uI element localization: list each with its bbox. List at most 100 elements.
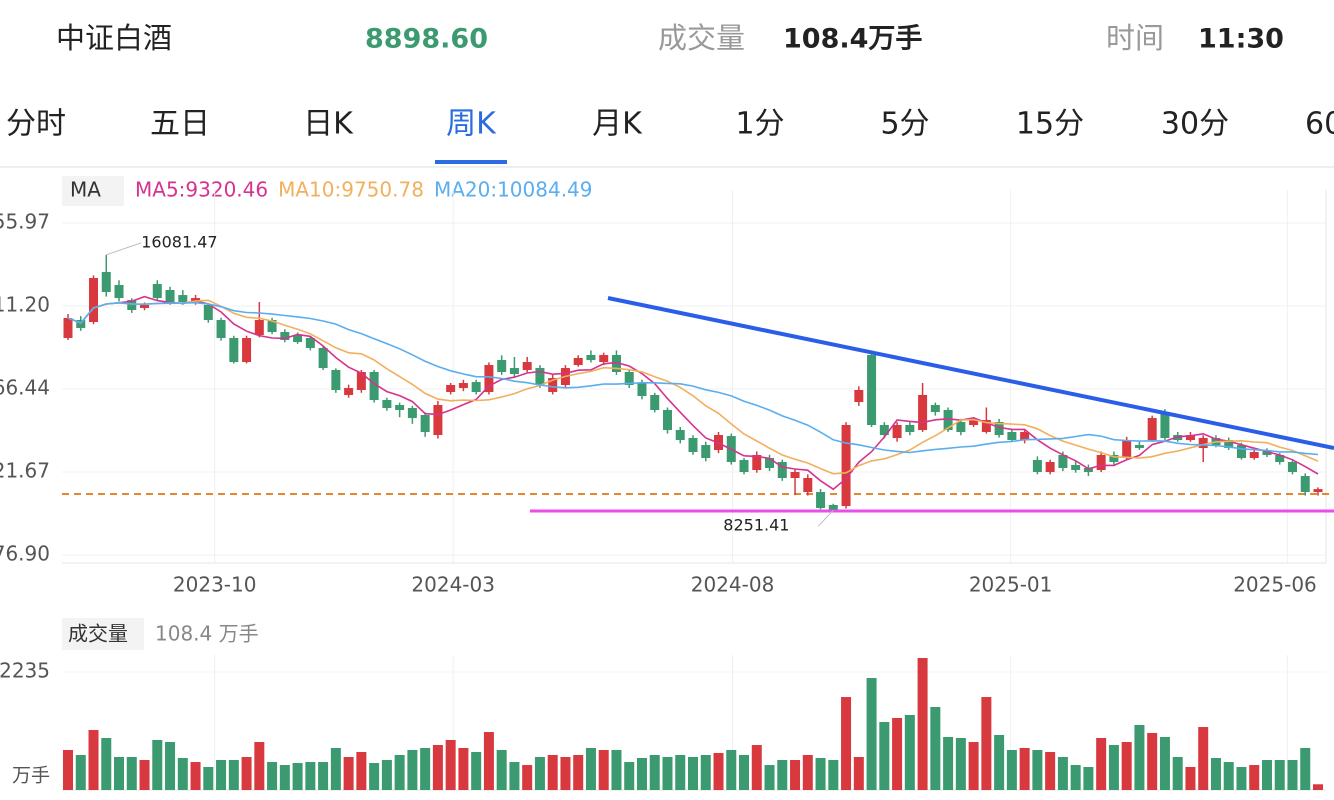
volume-bar — [190, 762, 201, 790]
volume-bar — [560, 757, 571, 790]
candle-body — [1058, 455, 1068, 468]
tab[interactable]: 五日 — [150, 107, 210, 142]
tab[interactable]: 15分 — [1016, 107, 1084, 142]
candle-body — [624, 371, 634, 386]
volume-bar — [892, 717, 903, 790]
volume-bar — [88, 730, 99, 790]
tab[interactable]: 1分 — [735, 107, 784, 142]
volume-bar — [241, 757, 252, 790]
candle-body — [1224, 440, 1234, 449]
volume-box — [62, 618, 144, 650]
y-tick-label: 11966.44 — [0, 376, 50, 400]
candle-body — [395, 405, 405, 410]
candle-body — [841, 425, 851, 507]
tab[interactable]: 周K — [446, 107, 497, 142]
y-tick-label: 14511.20 — [0, 293, 50, 317]
volume-bar — [216, 760, 227, 790]
volume-bar — [356, 751, 367, 790]
volume-bar — [611, 749, 622, 790]
candle-body — [152, 284, 162, 299]
candle-body — [739, 460, 749, 473]
volume-bar — [330, 747, 341, 790]
volume-bar — [1236, 766, 1247, 790]
volume-panel-value: 108.4 万手 — [155, 622, 259, 646]
candle-body — [1134, 445, 1144, 449]
candle-body — [165, 290, 175, 303]
candle-body — [420, 414, 430, 433]
candle-body — [76, 320, 86, 329]
candle-body — [1300, 476, 1310, 493]
volume-bar — [879, 721, 890, 790]
candle-body — [688, 438, 698, 453]
volume-bar — [1096, 737, 1107, 790]
candle-body — [701, 445, 711, 459]
candle-body — [790, 472, 800, 479]
candle-body — [1007, 432, 1017, 441]
volume-bar — [420, 747, 431, 790]
candle-body — [178, 295, 188, 303]
candle-body — [1275, 455, 1285, 463]
ma-line — [67, 295, 1319, 491]
volume-bar — [790, 760, 801, 790]
annotation: 8251.41 — [723, 516, 789, 535]
volume-bar — [904, 714, 915, 790]
candle-body — [89, 278, 99, 322]
candle-body — [229, 338, 239, 363]
volume-bar — [675, 754, 686, 790]
candle-body — [216, 320, 226, 339]
candle-body — [637, 383, 647, 397]
tab[interactable]: 日K — [303, 107, 354, 142]
candle-body — [344, 388, 354, 395]
annotation-leader — [817, 509, 834, 527]
candle-body — [943, 409, 953, 431]
volume-bar — [139, 760, 150, 790]
x-tick-label: 2024-03 — [411, 573, 495, 597]
candle-body — [969, 420, 979, 426]
candle-body — [242, 338, 252, 363]
x-tick-label: 2025-01 — [969, 573, 1053, 597]
candle-body — [765, 458, 775, 468]
volume-bar — [1172, 757, 1183, 790]
tab[interactable]: 30分 — [1161, 107, 1229, 142]
tab[interactable]: 5分 — [880, 107, 929, 142]
volume-bar — [343, 757, 354, 790]
volume-bar — [1147, 732, 1158, 790]
volume-bar — [1287, 760, 1298, 790]
volume-bar — [267, 762, 278, 790]
volume-bar — [1057, 757, 1068, 790]
volume-bar — [1313, 784, 1323, 790]
candle-body — [611, 355, 621, 372]
volume-bar — [369, 763, 380, 790]
volume-bar — [101, 737, 112, 790]
tab[interactable]: 月K — [592, 107, 643, 142]
volume-bar — [1159, 736, 1170, 790]
candle-body — [828, 505, 838, 511]
volume-bar — [841, 697, 852, 790]
time-label: 时间 — [1106, 21, 1164, 55]
ma-box-label: MA — [70, 178, 101, 202]
volume-bar — [509, 762, 520, 790]
y-tick-label: 17055.97 — [0, 210, 50, 234]
candle-body — [458, 383, 468, 389]
tab[interactable]: 分时 — [6, 107, 66, 142]
volume-bar — [751, 745, 762, 790]
volume-bar — [1045, 751, 1056, 790]
candle-body — [867, 355, 877, 426]
ma-box — [62, 176, 124, 206]
candle-body — [1045, 462, 1055, 473]
volume-bar — [1249, 765, 1260, 790]
tab[interactable]: 60分 — [1305, 107, 1334, 142]
volume-bar — [496, 749, 507, 790]
ma-legend: MA20:10084.49 — [434, 178, 593, 202]
candle-body — [1122, 440, 1132, 459]
volume-bar — [764, 765, 775, 790]
candle-body — [1083, 467, 1093, 473]
ma-line — [67, 301, 1319, 456]
volume-bar — [483, 732, 494, 790]
x-tick-label: 2023-10 — [173, 573, 257, 597]
candle-body — [994, 421, 1004, 436]
x-tick-label: 2025-06 — [1233, 573, 1317, 597]
candle-body — [1249, 452, 1259, 459]
volume-bar — [1210, 758, 1221, 790]
